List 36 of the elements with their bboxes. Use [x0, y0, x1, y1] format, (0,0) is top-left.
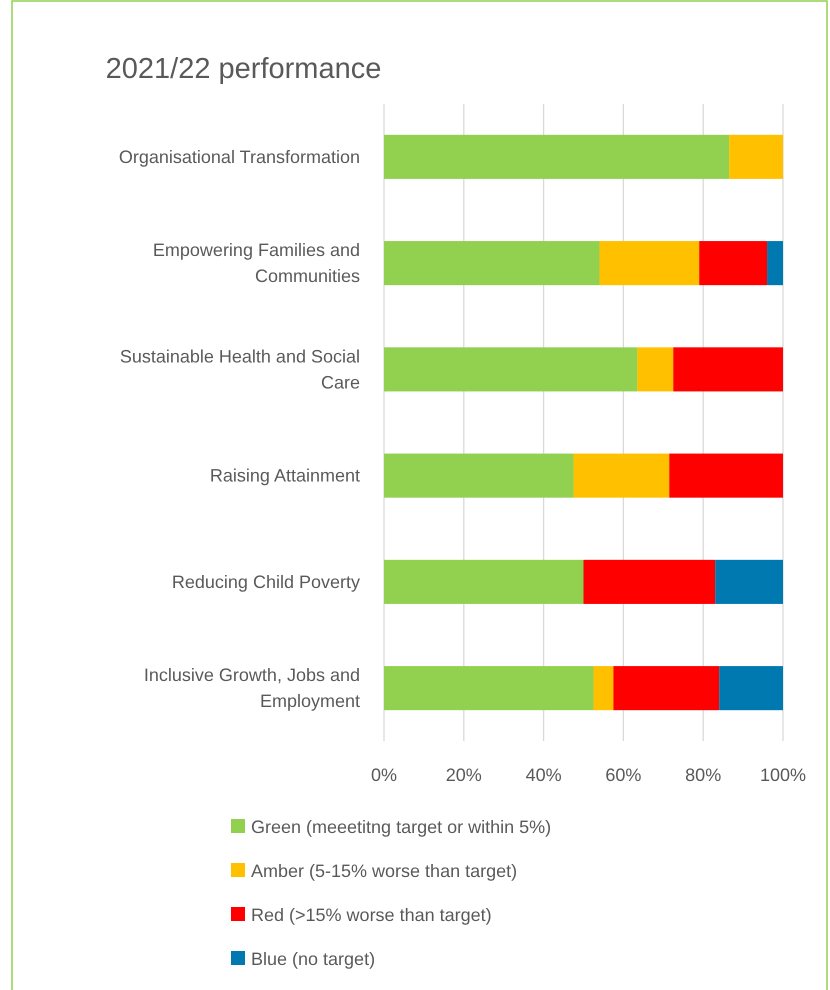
- legend-label: Green (meeetitng target or within 5%): [251, 817, 552, 837]
- bar: [669, 454, 783, 498]
- x-tick-label: 60%: [605, 765, 642, 785]
- x-tick-label: 20%: [446, 765, 482, 785]
- bar: [673, 347, 783, 392]
- bar: [699, 241, 768, 286]
- y-tick-label: Sustainable Health and Social Care: [120, 346, 360, 392]
- bar: [767, 241, 783, 286]
- y-tick-label: Inclusive Growth, Jobs and Employment: [144, 665, 360, 712]
- bar: [384, 666, 594, 710]
- bar: [384, 347, 638, 392]
- bar: [574, 454, 670, 498]
- y-tick-label: Reducing Child Poverty: [172, 572, 360, 592]
- bar: [729, 134, 783, 179]
- legend-label: Amber (5-15% worse than target): [251, 861, 518, 881]
- legend-label: Blue (no target): [251, 949, 376, 969]
- bar: [637, 347, 674, 392]
- x-tick-label: 100%: [760, 765, 806, 785]
- bar: [719, 666, 783, 710]
- x-tick-label: 40%: [526, 765, 562, 785]
- chart-title: 2021/22 performance: [106, 53, 382, 85]
- bar: [715, 560, 783, 604]
- bar: [384, 454, 574, 498]
- bar: [593, 666, 614, 710]
- bar: [613, 666, 720, 710]
- legend-label: Red (>15% worse than target): [251, 905, 492, 925]
- bar: [384, 560, 584, 604]
- x-tick-label: 0%: [370, 765, 398, 785]
- bar: [384, 241, 600, 286]
- y-tick-label: Organisational Transformation: [118, 146, 360, 167]
- bar: [599, 241, 700, 286]
- x-tick-label: 80%: [685, 765, 722, 785]
- y-tick-label: Raising Attainment: [210, 466, 360, 486]
- bar: [584, 560, 716, 604]
- y-tick-label: Empowering Families and Communities: [152, 240, 360, 286]
- bar: [384, 134, 730, 179]
